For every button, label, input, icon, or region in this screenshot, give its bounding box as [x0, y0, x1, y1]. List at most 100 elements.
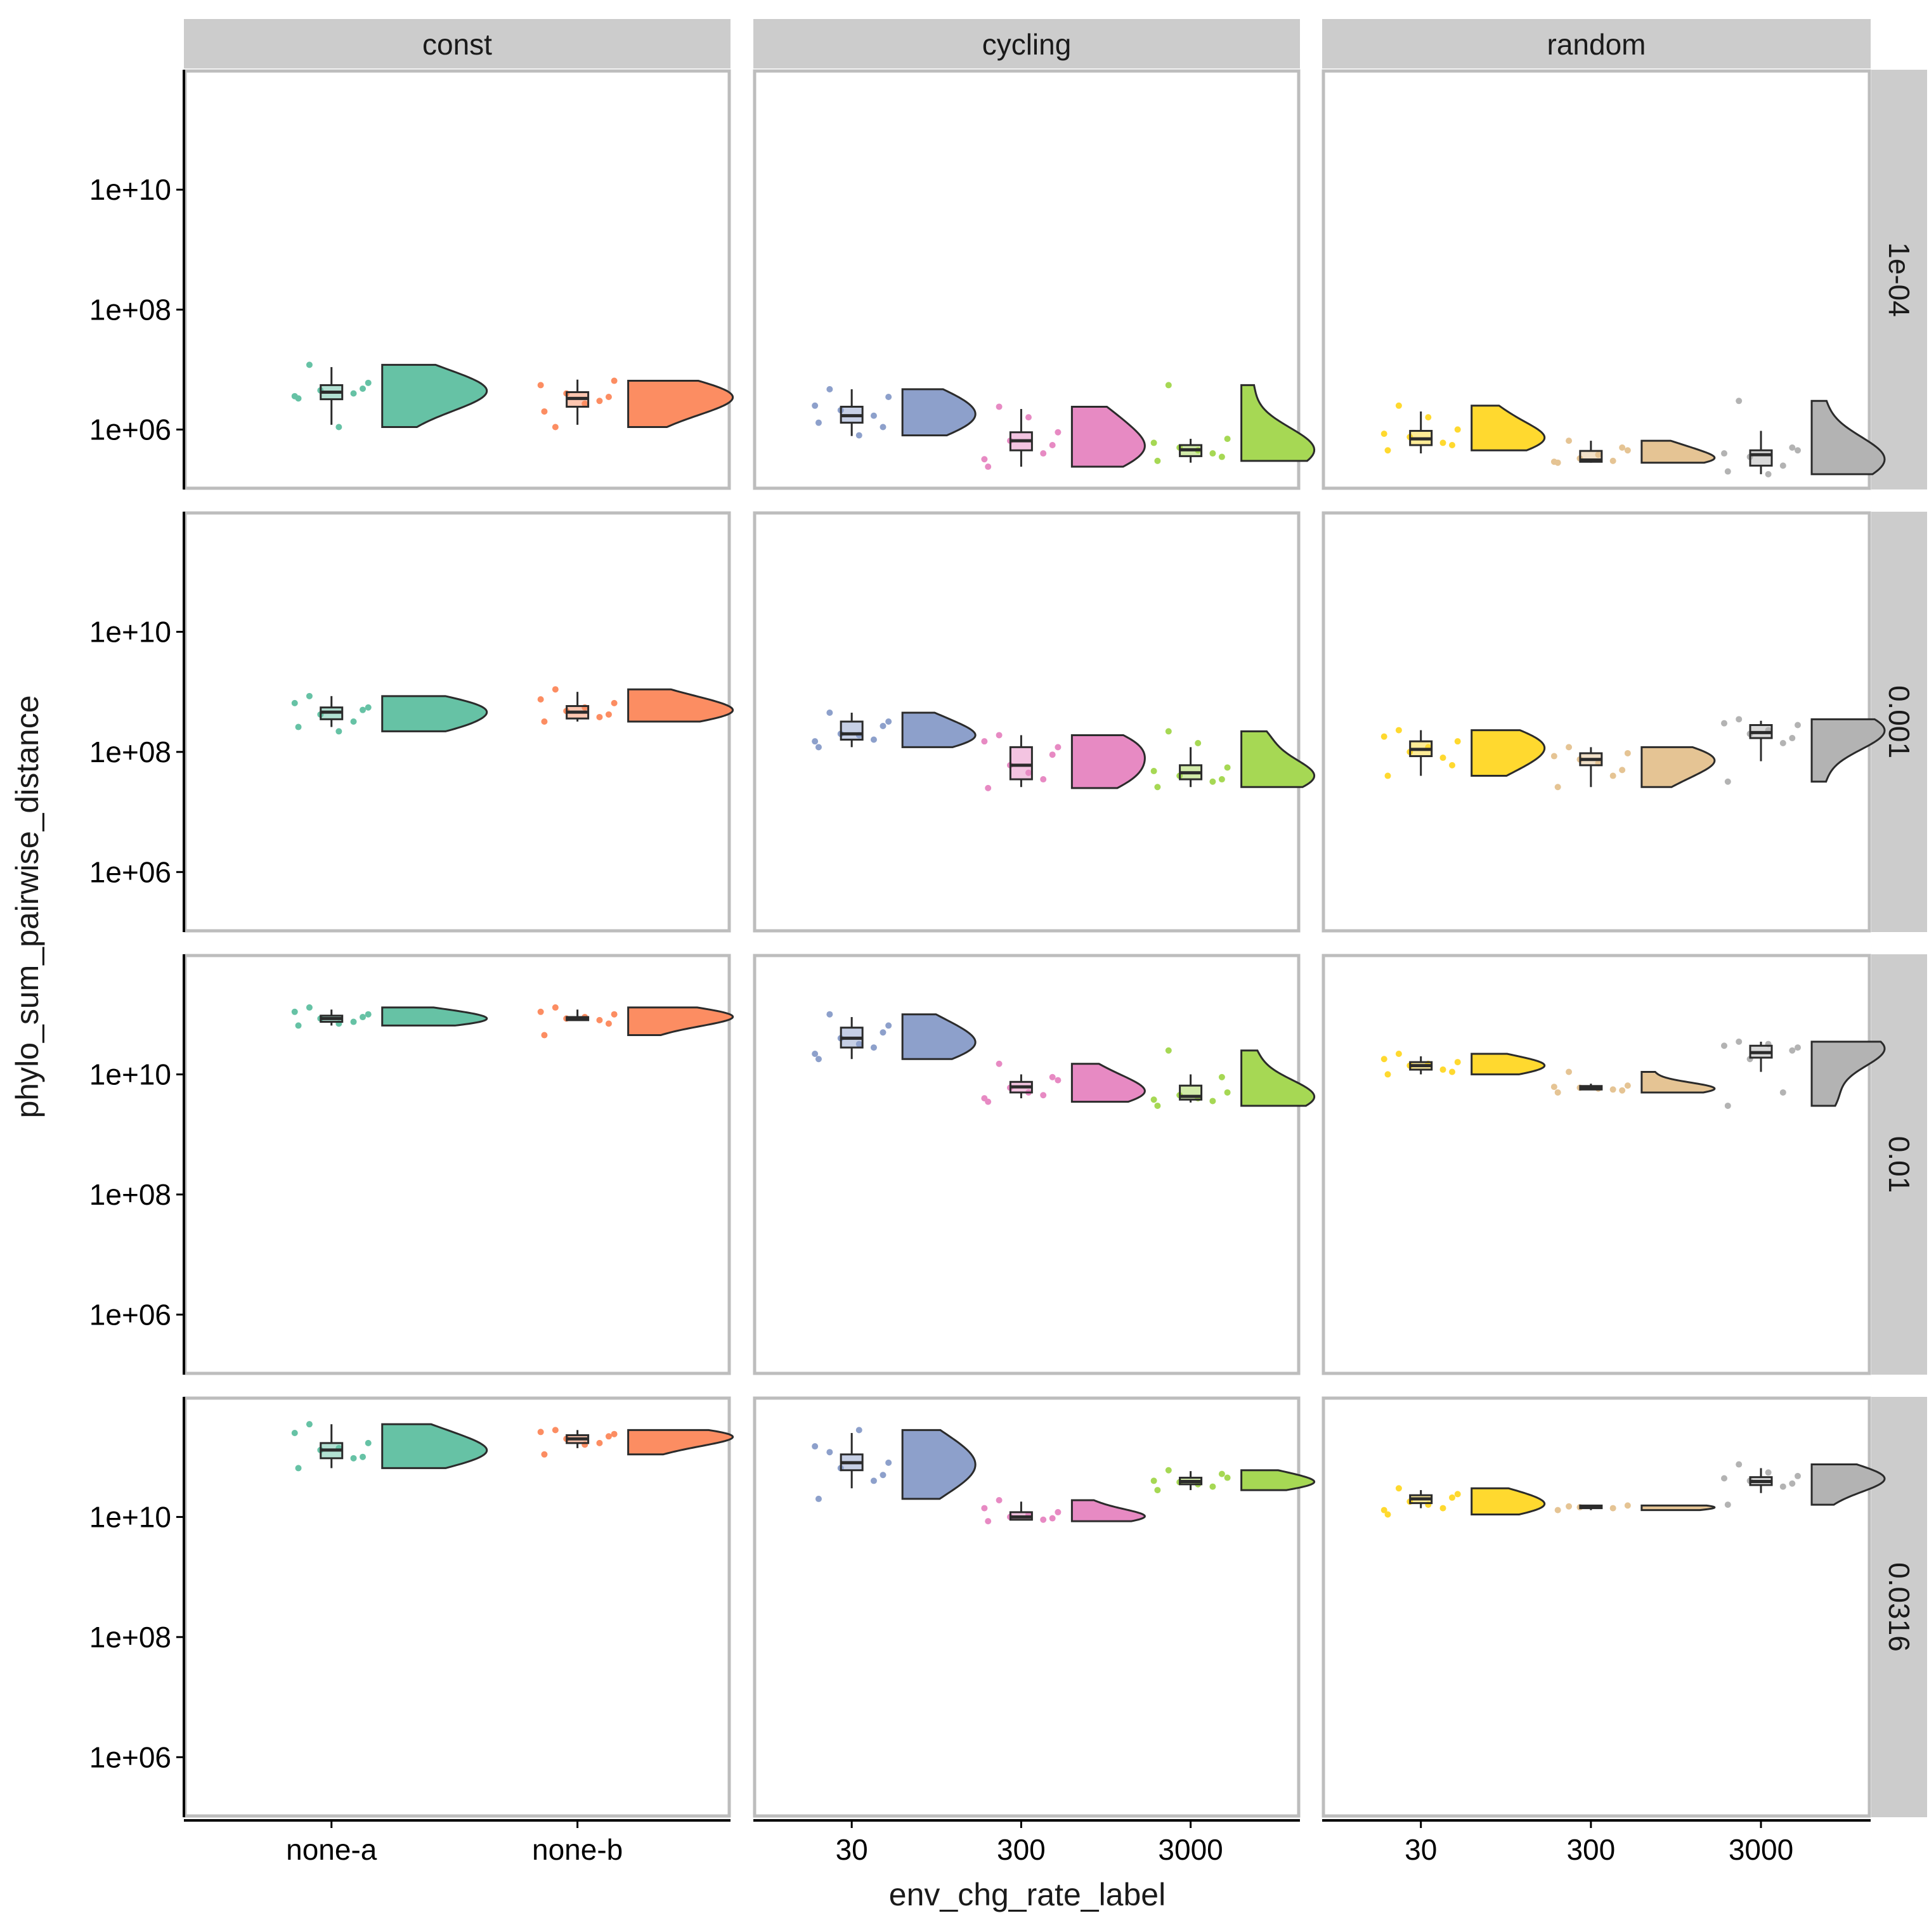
data-point-1e-04-cycling-300 — [1025, 414, 1032, 421]
data-point-0-001-random-300 — [1609, 772, 1616, 779]
data-point-0-0316-random-300 — [1609, 1505, 1616, 1512]
data-point-0-0316-cycling-3000 — [1150, 1477, 1157, 1484]
data-point-1e-04-cycling-30 — [815, 419, 822, 426]
violin-1e-04-cycling-30 — [901, 388, 977, 437]
data-point-0-0316-random-30 — [1439, 1505, 1446, 1512]
data-point-0-001-const-none-b — [552, 686, 559, 693]
data-point-0-01-const-none-a — [291, 1008, 298, 1015]
row-strip-label-0-01: 0.01 — [1883, 1136, 1916, 1193]
data-point-0-001-const-none-a — [365, 704, 372, 711]
data-point-0-01-cycling-30 — [880, 1029, 887, 1036]
data-point-0-001-cycling-3000 — [1195, 740, 1202, 747]
data-point-0-01-cycling-3000 — [1218, 1073, 1225, 1080]
data-point-0-001-cycling-30 — [815, 744, 822, 751]
data-point-0-01-const-none-b — [552, 1004, 559, 1011]
violin-0-0316-cycling-3000 — [1240, 1469, 1316, 1491]
data-point-0-001-random-30 — [1439, 755, 1446, 762]
data-point-1e-04-random-3000 — [1721, 450, 1727, 457]
data-point-0-0316-random-300 — [1566, 1503, 1573, 1510]
data-point-0-001-cycling-30 — [826, 709, 833, 716]
violin-0-0316-random-300 — [1640, 1504, 1716, 1512]
data-point-0-0316-cycling-3000 — [1218, 1470, 1225, 1477]
violin-0-0316-random-30 — [1471, 1487, 1546, 1516]
data-point-0-001-const-none-a — [335, 728, 342, 735]
data-point-1e-04-random-30 — [1425, 414, 1432, 421]
data-point-0-001-random-30 — [1449, 762, 1455, 768]
data-point-0-001-cycling-3000 — [1154, 784, 1161, 791]
row-strip-label-0-0316: 0.0316 — [1883, 1562, 1916, 1652]
y-tick-label: 1e+08 — [89, 736, 171, 768]
data-point-0-01-random-300 — [1566, 1068, 1573, 1075]
data-point-1e-04-random-30 — [1384, 447, 1391, 454]
data-point-0-01-const-none-b — [611, 1011, 618, 1018]
data-point-0-001-random-300 — [1550, 753, 1557, 760]
x-tick-label-30: 30 — [1405, 1833, 1437, 1866]
data-point-0-0316-random-30 — [1449, 1494, 1455, 1501]
data-point-1e-04-cycling-30 — [812, 402, 819, 409]
violin-1e-04-random-30 — [1471, 405, 1546, 451]
data-point-1e-04-random-300 — [1566, 438, 1573, 444]
data-point-1e-04-cycling-30 — [880, 424, 887, 431]
x-tick-label-3000: 3000 — [1729, 1833, 1793, 1866]
data-point-0-001-random-3000 — [1721, 720, 1727, 727]
data-point-0-01-cycling-3000 — [1154, 1102, 1161, 1109]
data-point-0-01-cycling-30 — [812, 1050, 819, 1057]
data-point-0-0316-cycling-3000 — [1165, 1467, 1172, 1474]
data-point-0-001-cycling-300 — [1040, 776, 1047, 783]
violin-0-0316-random-3000 — [1810, 1463, 1886, 1506]
y-tick-label: 1e+06 — [89, 1741, 171, 1773]
violin-0-01-random-30 — [1471, 1053, 1546, 1075]
violin-0-0316-const-none-a — [381, 1423, 488, 1469]
row-strip-label-1e-04: 1e-04 — [1883, 242, 1916, 317]
data-point-0-0316-random-300 — [1624, 1502, 1631, 1509]
data-point-0-0316-const-none-b — [596, 1439, 603, 1446]
data-point-0-001-const-none-b — [537, 696, 544, 703]
data-point-0-001-random-3000 — [1779, 740, 1786, 747]
data-point-0-0316-cycling-3000 — [1154, 1487, 1161, 1494]
data-point-0-0316-const-none-b — [541, 1451, 548, 1458]
data-point-1e-04-random-3000 — [1789, 444, 1796, 451]
data-point-0-01-random-30 — [1449, 1068, 1455, 1075]
data-point-0-01-cycling-3000 — [1150, 1096, 1157, 1103]
panel-border-1e-04-cycling — [753, 69, 1301, 490]
data-point-1e-04-random-300 — [1624, 447, 1631, 454]
data-point-0-01-cycling-30 — [870, 1044, 877, 1051]
data-point-0-001-random-3000 — [1736, 716, 1743, 723]
y-tick-label: 1e+10 — [89, 1058, 171, 1091]
panel-layer — [183, 69, 1871, 1818]
data-point-0-001-random-300 — [1624, 749, 1631, 756]
box-0-001-cycling-30 — [840, 720, 864, 741]
column-strip-label-cycling: cycling — [982, 28, 1072, 61]
data-point-0-0316-cycling-300 — [985, 1518, 992, 1525]
data-point-0-0316-cycling-30 — [880, 1472, 887, 1479]
data-point-1e-04-const-none-b — [611, 377, 618, 384]
column-strip-cycling — [753, 19, 1300, 68]
x-tick-label-30: 30 — [836, 1833, 868, 1866]
data-point-1e-04-const-none-b — [541, 408, 548, 415]
data-point-0-0316-random-30 — [1380, 1507, 1387, 1514]
data-point-0-01-const-none-a — [306, 1004, 313, 1011]
data-point-1e-04-random-30 — [1449, 441, 1455, 448]
column-strip-random — [1322, 19, 1871, 68]
data-point-1e-04-cycling-30 — [855, 432, 862, 439]
y-axis-title: phylo_sum_pairwise_distance — [10, 695, 45, 1118]
data-point-0-01-random-3000 — [1779, 1089, 1786, 1096]
x-axis-title: env_chg_rate_label — [889, 1877, 1166, 1912]
violin-0-0316-cycling-30 — [901, 1429, 977, 1500]
data-point-0-0316-cycling-30 — [855, 1427, 862, 1434]
data-point-0-01-cycling-3000 — [1165, 1047, 1172, 1054]
data-point-1e-04-const-none-b — [552, 424, 559, 431]
data-point-0-01-random-30 — [1384, 1071, 1391, 1078]
violin-0-001-cycling-3000 — [1240, 730, 1316, 788]
data-point-0-0316-random-3000 — [1779, 1483, 1786, 1490]
data-point-0-01-const-none-b — [537, 1008, 544, 1015]
data-point-0-01-const-none-a — [295, 1022, 302, 1029]
data-point-0-0316-const-none-b — [611, 1430, 618, 1437]
panel-border-0-001-random — [1322, 511, 1871, 933]
data-point-0-0316-cycling-30 — [815, 1495, 822, 1502]
data-point-0-001-random-30 — [1454, 738, 1461, 745]
data-point-0-0316-cycling-300 — [1049, 1515, 1056, 1522]
data-point-0-01-cycling-3000 — [1224, 1089, 1231, 1096]
data-point-0-001-cycling-300 — [985, 784, 992, 791]
violin-1e-04-cycling-3000 — [1240, 384, 1316, 462]
